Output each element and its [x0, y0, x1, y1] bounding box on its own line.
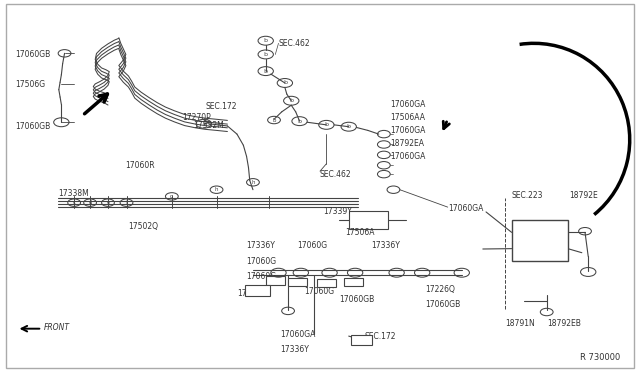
- Text: b: b: [283, 80, 287, 86]
- Text: 17060G: 17060G: [298, 241, 328, 250]
- Text: FRONT: FRONT: [44, 323, 70, 332]
- Text: 18792EB: 18792EB: [547, 319, 581, 328]
- Text: b: b: [264, 68, 268, 74]
- Text: 17060GB: 17060GB: [15, 50, 50, 59]
- Text: h: h: [251, 180, 255, 185]
- Text: SEC.172: SEC.172: [365, 331, 396, 341]
- Text: b: b: [298, 119, 301, 124]
- Text: 18792E: 18792E: [569, 191, 598, 200]
- Text: 17336Y: 17336Y: [371, 241, 400, 250]
- Text: 17060GB: 17060GB: [426, 300, 461, 309]
- Text: 17270P: 17270P: [182, 113, 211, 122]
- Text: 18792EA: 18792EA: [390, 139, 424, 148]
- Text: SEC.223: SEC.223: [511, 191, 543, 200]
- Bar: [344, 278, 363, 286]
- Text: R 730000: R 730000: [580, 353, 620, 362]
- Text: 17338M: 17338M: [58, 189, 89, 198]
- Bar: [349, 211, 388, 229]
- Text: b: b: [264, 38, 268, 43]
- Text: b: b: [289, 98, 293, 103]
- Text: 17060G: 17060G: [304, 287, 334, 296]
- Bar: [266, 276, 285, 285]
- Text: 17060GA: 17060GA: [390, 100, 426, 109]
- Text: c: c: [72, 200, 76, 205]
- Text: f: f: [125, 200, 127, 205]
- Text: h: h: [215, 187, 218, 192]
- Bar: [511, 220, 568, 261]
- Text: 17060GB: 17060GB: [339, 295, 374, 304]
- Bar: [351, 335, 372, 345]
- Text: g: g: [170, 194, 173, 199]
- Text: 17060GA: 17060GA: [390, 152, 426, 161]
- Text: b: b: [324, 122, 328, 127]
- Text: 17502Q: 17502Q: [129, 222, 159, 231]
- Text: b: b: [264, 52, 268, 57]
- Text: 17506G: 17506G: [15, 80, 45, 89]
- Text: 17060R: 17060R: [125, 161, 155, 170]
- Text: 17372P: 17372P: [237, 289, 266, 298]
- Text: SEC.462: SEC.462: [320, 170, 351, 179]
- Text: 17060GA: 17060GA: [280, 330, 316, 339]
- Text: 17336Y: 17336Y: [246, 241, 275, 250]
- Text: 17060G: 17060G: [246, 272, 276, 281]
- Text: b: b: [272, 118, 276, 122]
- Text: 17226Q: 17226Q: [426, 285, 455, 294]
- Text: 17060G: 17060G: [246, 257, 276, 266]
- Text: d: d: [88, 200, 92, 205]
- Text: 17060GA: 17060GA: [448, 204, 483, 213]
- Bar: [245, 285, 269, 296]
- Bar: [317, 279, 336, 287]
- Text: b: b: [347, 124, 351, 129]
- Text: 17506A: 17506A: [346, 228, 375, 237]
- Text: 18791N: 18791N: [505, 319, 535, 328]
- Text: 17506AA: 17506AA: [390, 113, 425, 122]
- Bar: [288, 278, 307, 286]
- Text: 17336Y: 17336Y: [280, 344, 309, 353]
- Text: 17060GA: 17060GA: [390, 126, 426, 135]
- Text: 17060GB: 17060GB: [15, 122, 50, 131]
- Text: e: e: [106, 200, 109, 205]
- Text: SEC.462: SEC.462: [278, 39, 310, 48]
- Text: 17339Y: 17339Y: [323, 208, 352, 217]
- Text: 17532M: 17532M: [193, 122, 224, 131]
- Text: SEC.172: SEC.172: [205, 102, 237, 111]
